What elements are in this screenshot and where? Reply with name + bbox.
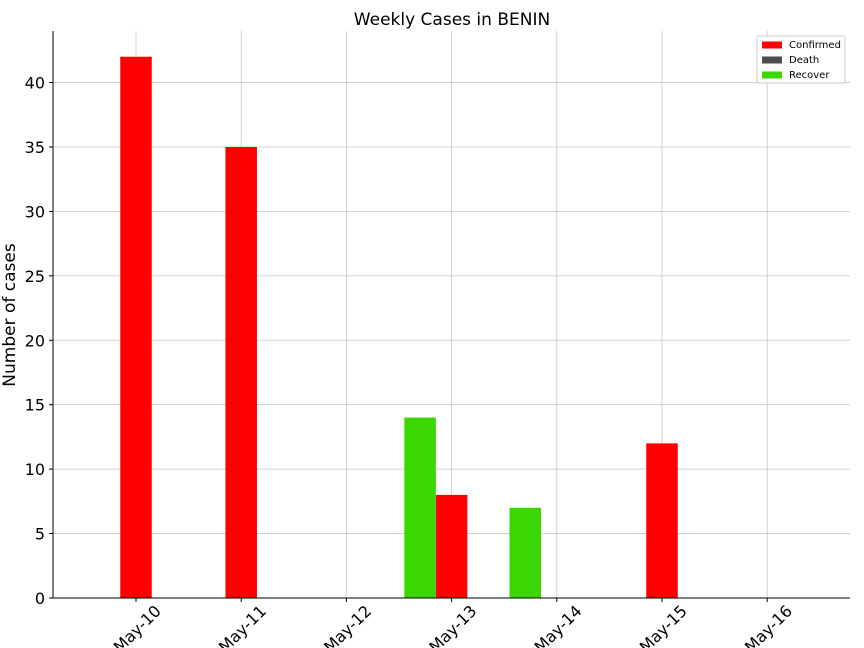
y-tick-label: 30	[25, 202, 45, 221]
bar-confirmed-may-15	[646, 443, 678, 598]
legend-swatch-death	[762, 56, 782, 64]
y-axis-label: Number of cases	[0, 243, 20, 387]
y-tick-label: 15	[25, 396, 45, 415]
legend-swatch-confirmed	[762, 41, 782, 49]
bar-confirmed-may-13	[435, 494, 468, 598]
legend-label-confirmed: Confirmed	[789, 40, 841, 51]
y-tick-label: 20	[25, 331, 45, 350]
y-tick-label: 25	[25, 267, 45, 286]
x-tick-label: May-11	[215, 601, 270, 648]
bar-recover-may-14	[509, 507, 542, 598]
bar-confirmed-may-10	[120, 56, 152, 599]
x-tick-label: May-16	[741, 601, 796, 648]
legend-swatch-recover	[762, 71, 782, 79]
chart-title: Weekly Cases in BENIN	[354, 10, 550, 30]
y-tick-label: 5	[35, 525, 45, 544]
bars	[120, 56, 678, 599]
x-tick-label: May-14	[531, 601, 586, 648]
x-tick-label: May-15	[636, 601, 691, 648]
y-tick-label: 0	[35, 589, 45, 608]
legend-label-recover: Recover	[789, 70, 830, 81]
x-tick-label: May-10	[110, 601, 165, 648]
legend: Confirmed Death Recover	[756, 35, 846, 84]
x-ticks: May-10 May-11 May-12 May-13 May-14 May-15 May-…	[110, 598, 796, 648]
x-tick-label: May-13	[425, 601, 480, 648]
x-tick-label: May-12	[320, 601, 375, 648]
legend-label-death: Death	[789, 55, 819, 66]
y-tick-label: 10	[25, 460, 45, 479]
bar-recover-may-13	[404, 417, 436, 598]
y-tick-label: 35	[25, 138, 45, 157]
y-tick-label: 40	[25, 74, 45, 93]
y-ticks: 0 5 10 15 20 25 30 35 40	[25, 74, 53, 608]
bar-confirmed-may-11	[225, 146, 257, 598]
